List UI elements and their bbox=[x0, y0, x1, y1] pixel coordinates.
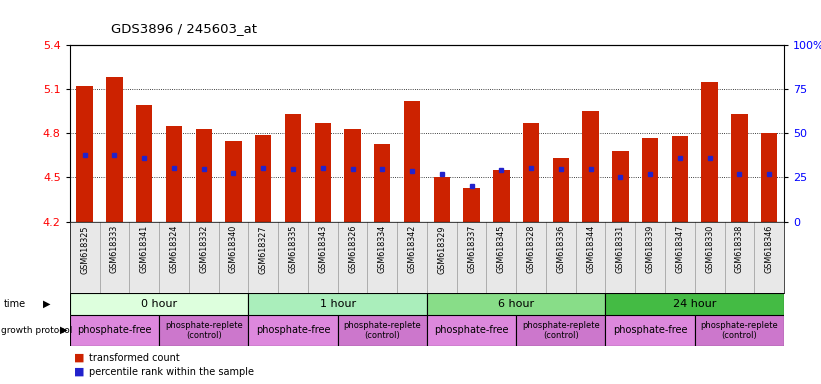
Text: GSM618339: GSM618339 bbox=[645, 225, 654, 273]
Text: GSM618342: GSM618342 bbox=[407, 225, 416, 273]
Text: GSM618328: GSM618328 bbox=[526, 225, 535, 273]
Text: GSM618335: GSM618335 bbox=[288, 225, 297, 273]
Bar bbox=[374, 144, 391, 222]
Text: phosphate-free: phosphate-free bbox=[613, 325, 687, 335]
Text: GDS3896 / 245603_at: GDS3896 / 245603_at bbox=[111, 22, 257, 35]
Bar bbox=[136, 105, 153, 222]
Bar bbox=[672, 136, 688, 222]
Text: 24 hour: 24 hour bbox=[673, 299, 717, 309]
Text: GSM618340: GSM618340 bbox=[229, 225, 238, 273]
Bar bbox=[248, 293, 427, 315]
Bar bbox=[427, 315, 516, 346]
Bar bbox=[76, 86, 93, 222]
Bar bbox=[70, 315, 159, 346]
Text: GSM618336: GSM618336 bbox=[557, 225, 566, 273]
Text: GSM618325: GSM618325 bbox=[80, 225, 89, 274]
Text: GSM618330: GSM618330 bbox=[705, 225, 714, 273]
Bar bbox=[701, 82, 718, 222]
Text: transformed count: transformed count bbox=[89, 353, 180, 363]
Text: percentile rank within the sample: percentile rank within the sample bbox=[89, 366, 254, 377]
Bar bbox=[255, 135, 272, 222]
Bar bbox=[404, 101, 420, 222]
Text: GSM618324: GSM618324 bbox=[169, 225, 178, 273]
Text: GSM618332: GSM618332 bbox=[200, 225, 209, 273]
Text: 1 hour: 1 hour bbox=[319, 299, 355, 309]
Bar bbox=[166, 126, 182, 222]
Bar bbox=[493, 170, 510, 222]
Text: GSM618338: GSM618338 bbox=[735, 225, 744, 273]
Bar bbox=[248, 315, 337, 346]
Text: GSM618344: GSM618344 bbox=[586, 225, 595, 273]
Bar bbox=[612, 151, 629, 222]
Bar bbox=[285, 114, 301, 222]
Bar bbox=[523, 123, 539, 222]
Bar bbox=[606, 293, 784, 315]
Text: ■: ■ bbox=[74, 366, 85, 377]
Text: 0 hour: 0 hour bbox=[141, 299, 177, 309]
Text: GSM618329: GSM618329 bbox=[438, 225, 447, 274]
Bar bbox=[314, 123, 331, 222]
Text: GSM618331: GSM618331 bbox=[616, 225, 625, 273]
Bar bbox=[695, 315, 784, 346]
Text: phosphate-replete
(control): phosphate-replete (control) bbox=[522, 321, 599, 340]
Bar bbox=[159, 315, 248, 346]
Text: 6 hour: 6 hour bbox=[498, 299, 534, 309]
Bar bbox=[732, 114, 748, 222]
Bar bbox=[582, 111, 599, 222]
Bar bbox=[70, 293, 248, 315]
Bar bbox=[225, 141, 241, 222]
Bar bbox=[642, 138, 658, 222]
Bar bbox=[106, 77, 122, 222]
Text: GSM618345: GSM618345 bbox=[497, 225, 506, 273]
Text: GSM618343: GSM618343 bbox=[319, 225, 328, 273]
Text: phosphate-replete
(control): phosphate-replete (control) bbox=[700, 321, 778, 340]
Text: phosphate-free: phosphate-free bbox=[434, 325, 509, 335]
Bar bbox=[463, 188, 479, 222]
Bar bbox=[606, 315, 695, 346]
Bar bbox=[553, 158, 569, 222]
Text: GSM618341: GSM618341 bbox=[140, 225, 149, 273]
Text: phosphate-replete
(control): phosphate-replete (control) bbox=[165, 321, 242, 340]
Text: ▶: ▶ bbox=[60, 325, 67, 335]
Text: time: time bbox=[4, 299, 26, 309]
Bar bbox=[344, 129, 360, 222]
Bar bbox=[433, 177, 450, 222]
Text: ▶: ▶ bbox=[43, 299, 50, 309]
Text: GSM618326: GSM618326 bbox=[348, 225, 357, 273]
Text: GSM618333: GSM618333 bbox=[110, 225, 119, 273]
Bar bbox=[427, 293, 606, 315]
Bar bbox=[337, 315, 427, 346]
Bar bbox=[195, 129, 212, 222]
Text: phosphate-free: phosphate-free bbox=[77, 325, 152, 335]
Text: phosphate-free: phosphate-free bbox=[256, 325, 330, 335]
Text: GSM618337: GSM618337 bbox=[467, 225, 476, 273]
Text: ■: ■ bbox=[74, 353, 85, 363]
Text: GSM618327: GSM618327 bbox=[259, 225, 268, 274]
Text: GSM618334: GSM618334 bbox=[378, 225, 387, 273]
Text: phosphate-replete
(control): phosphate-replete (control) bbox=[343, 321, 421, 340]
Text: GSM618347: GSM618347 bbox=[676, 225, 685, 273]
Bar bbox=[516, 315, 606, 346]
Text: GSM618346: GSM618346 bbox=[764, 225, 773, 273]
Text: growth protocol: growth protocol bbox=[1, 326, 72, 335]
Bar bbox=[761, 133, 777, 222]
